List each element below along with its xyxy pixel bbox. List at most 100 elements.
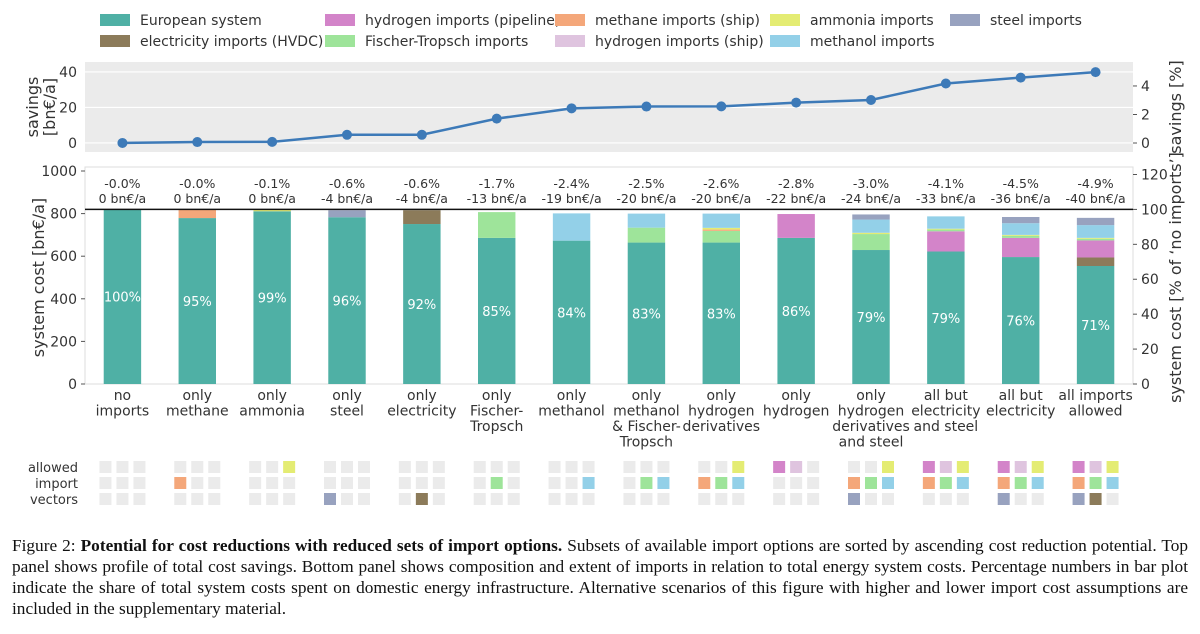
allowed-cell [548,477,561,489]
legend-swatch [555,14,585,26]
cost-change-abs-label: 0 bn€/a [248,191,296,206]
legend-label: European system [140,13,262,29]
cost-change-label: -4.5% [1003,176,1039,191]
allowed-cell [266,461,279,473]
bar-segment [927,229,965,232]
y-tick-label: 400 [50,292,77,308]
x-tick-label: all imports allowed [1058,388,1132,420]
bar-segment [702,242,740,384]
bar-segment [478,212,516,238]
allowed-cell [582,493,595,505]
legend-label: steel imports [990,13,1082,29]
share-label: 83% [632,307,661,322]
share-label: 99% [258,292,287,307]
cost-change-abs-label: 0 bn€/a [173,191,221,206]
allowed-cell [473,461,486,473]
allowed-cell [473,477,486,489]
legend-swatch [325,35,355,47]
allowed-cell [208,493,221,505]
allowed-cell [939,493,952,505]
cost-change-abs-label: -4 bn€/a [321,191,373,206]
legend-swatch [100,14,130,26]
savings-point [641,101,652,112]
share-label: 83% [707,307,736,322]
legend-label: hydrogen imports (ship) [595,34,764,50]
cost-change-abs-label: -19 bn€/a [542,191,602,206]
x-tick-label: only hydrogen derivatives and steel [832,388,910,451]
allowed-cell [1072,461,1085,473]
cost-change-abs-label: -20 bn€/a [691,191,751,206]
y2-tick-label: 40 [1141,307,1159,323]
y2-tick-label: 20 [1141,342,1159,358]
bar-segment [1002,235,1040,238]
caption-text: Subsets of available import options are … [12,536,1188,618]
x-tick-label: only methane [166,388,229,420]
bar-segment [1076,240,1115,258]
allowed-cell [640,461,653,473]
allowed-cell [283,461,296,473]
allowed-cell [848,477,860,489]
savings-point [566,103,577,114]
allowed-cell [133,493,146,505]
allowed-cell [698,461,711,473]
allowed-cell [882,477,894,489]
cost-change-label: -0.1% [254,176,290,191]
y2-tick-label: 0 [1141,377,1150,393]
y-axis-label: savings[bn€/a] [23,77,59,138]
savings-point [491,113,502,124]
allowed-cell [865,461,877,473]
allowed-cell [490,477,503,489]
allowed-cell [565,461,578,473]
y2-tick-label: 2 [1141,107,1150,123]
cost-change-abs-label: -4 bn€/a [396,191,448,206]
cost-change-label: -0.0% [104,176,140,191]
legend-swatch [950,14,980,26]
cost-change-label: -2.8% [778,176,814,191]
allowed-cell [324,461,336,473]
allowed-cell [432,461,445,473]
allowed-cell [1072,493,1085,505]
allowed-cell [956,477,969,489]
allowed-cell [116,461,129,473]
allowed-cell [99,477,112,489]
y2-tick-label: 120 [1141,167,1168,183]
bar-segment [103,209,142,384]
allowed-cell [640,493,653,505]
savings-point [267,136,278,147]
y2-tick-label: 100 [1141,202,1168,218]
allowed-cell [99,461,112,473]
cost-change-abs-label: -40 bn€/a [1066,191,1126,206]
bar-segment [403,210,441,225]
allowed-cell [623,477,636,489]
allowed-cell [1014,493,1027,505]
savings-point [117,137,128,148]
allowed-cell [623,461,636,473]
allowed-cell [490,461,503,473]
allowed-cell [548,493,561,505]
legend-label: electricity imports (HVDC) [140,34,323,50]
allowed-cell [116,493,129,505]
caption-title: Potential for cost reductions with reduc… [80,536,563,555]
share-label: 79% [931,312,960,327]
allowed-cell [415,477,428,489]
allowed-cell [473,493,486,505]
bar-segment [1002,257,1040,384]
cost-change-abs-label: -24 bn€/a [841,191,901,206]
x-tick-label: only hydrogen derivatives [682,388,760,435]
share-label: 86% [782,305,811,320]
y2-tick-label: 0 [1141,136,1150,152]
bar-segment [627,242,666,384]
cost-change-abs-label: -33 bn€/a [916,191,976,206]
cost-change-label: -0.6% [404,176,440,191]
allowed-cell [698,493,711,505]
allowed-cell [582,461,595,473]
bar-segment [178,218,216,384]
legend-label: hydrogen imports (pipeline) [365,13,560,29]
savings-point [866,94,876,105]
allowed-cell [773,461,786,473]
bar-segment [1002,217,1040,224]
bar-segment [552,213,591,241]
cost-change-label: -1.7% [479,176,515,191]
y-tick-label: 0 [68,377,77,393]
allowed-cell [922,493,935,505]
